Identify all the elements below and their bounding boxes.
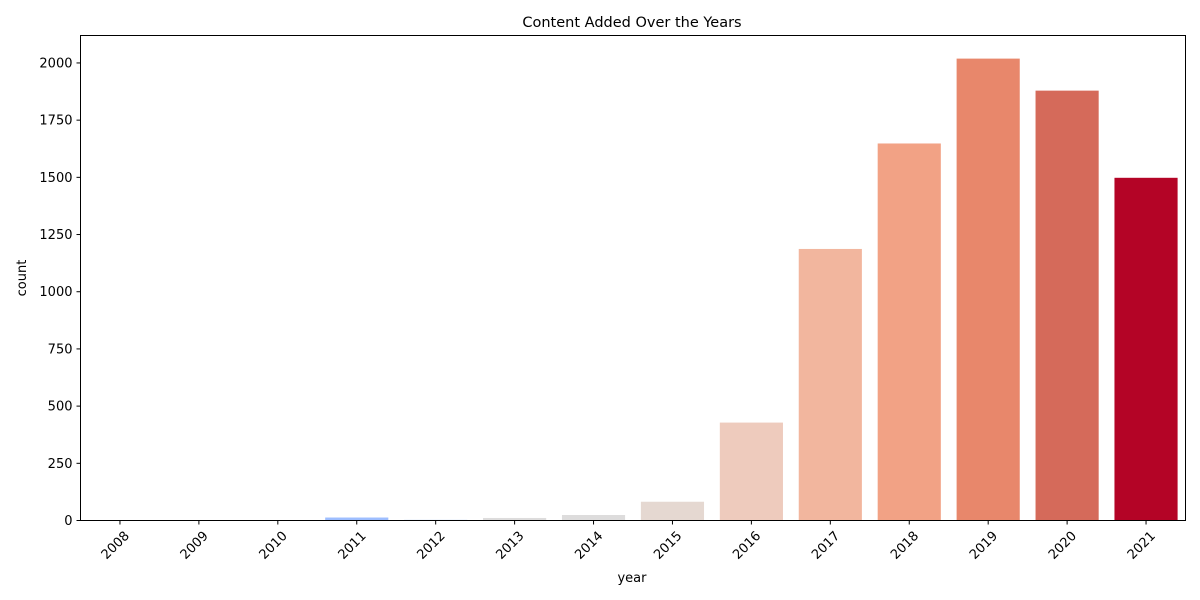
y-axis-title: count	[15, 260, 30, 297]
x-axis-title: year	[617, 571, 647, 586]
y-tick-label: 1750	[39, 114, 72, 129]
y-tick-label: 500	[48, 400, 73, 415]
y-tick-label: 750	[48, 342, 73, 357]
bar-2018	[877, 143, 941, 521]
bar-2015	[640, 501, 705, 521]
bar-2020	[1035, 90, 1099, 521]
y-axis-ticks: 0 250 500 750 1000 1250 1500 1750 2000	[39, 56, 81, 529]
y-tick-label: 1500	[39, 171, 72, 186]
bar-2021	[1114, 177, 1178, 521]
bar-2016	[719, 422, 783, 521]
bar-2014	[561, 515, 626, 521]
bar-2019	[956, 58, 1020, 521]
plot-frame	[80, 35, 1186, 521]
y-tick-label: 2000	[39, 56, 72, 71]
y-tick-label: 1000	[39, 285, 72, 300]
chart-title: Content Added Over the Years	[522, 15, 741, 31]
y-tick-label: 0	[64, 514, 72, 529]
y-tick-label: 250	[48, 457, 73, 472]
y-tick-label: 1250	[39, 228, 72, 243]
bar-2017	[798, 248, 862, 521]
bars-group	[88, 58, 1178, 521]
bar-2013	[483, 517, 547, 521]
bar-2011	[325, 517, 389, 521]
